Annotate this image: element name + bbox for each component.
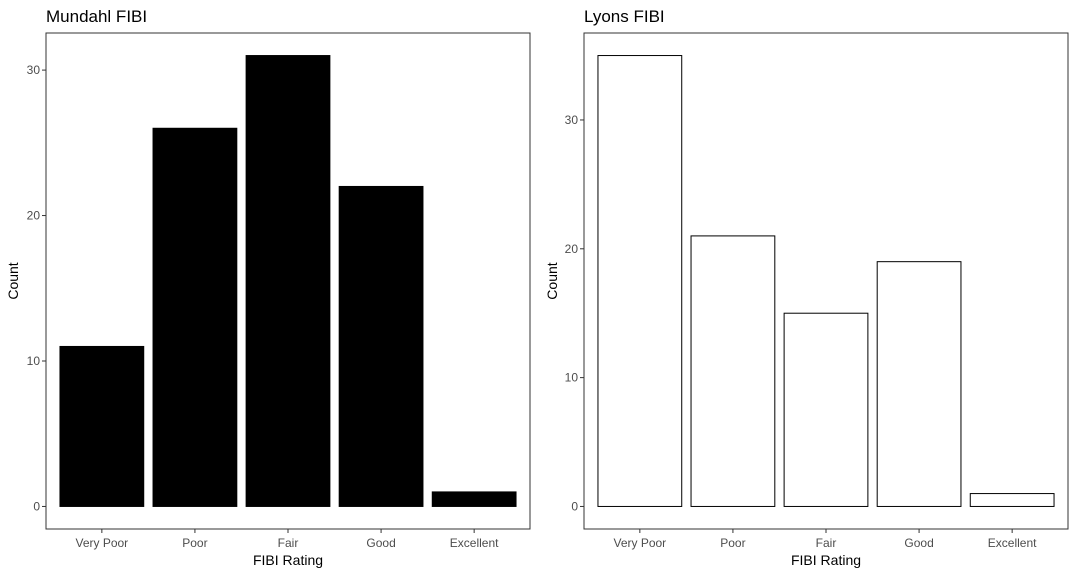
bar-good	[876, 261, 962, 507]
plot-border	[45, 32, 531, 530]
bar-excellent	[969, 493, 1055, 507]
x-tick-label: Very Poor	[613, 536, 666, 550]
y-tick-label: 0	[571, 499, 578, 513]
x-tick-label: Poor	[720, 536, 745, 550]
x-tick-label: Fair	[278, 536, 299, 550]
y-tick-label: 10	[565, 371, 579, 385]
x-tick-label: Excellent	[988, 536, 1037, 550]
x-tick-label: Excellent	[450, 536, 499, 550]
x-axis-ticks: Very Poor Poor Fair Good Excellent	[75, 529, 499, 550]
y-axis-ticks: 0 10 20 30	[565, 113, 584, 513]
bar-poor	[690, 235, 776, 507]
lyons-chart: Lyons FIBI Count FIBI Rating 0 10 20 30 Ver…	[544, 7, 1069, 568]
x-axis-title: FIBI Rating	[791, 552, 861, 568]
bar-very-poor	[59, 345, 145, 507]
x-tick-label: Good	[904, 536, 933, 550]
chart-title: Mundahl FIBI	[46, 7, 147, 26]
mundahl-chart: Mundahl FIBI Count FIBI Rating 0 10 20 30 V…	[5, 7, 531, 568]
bar-fair	[783, 312, 869, 507]
bars	[597, 55, 1055, 507]
bar-excellent	[431, 491, 517, 507]
bar-very-poor	[597, 55, 683, 507]
chart-title: Lyons FIBI	[584, 7, 665, 26]
y-tick-label: 20	[565, 242, 579, 256]
y-tick-label: 20	[27, 209, 41, 223]
bar-good	[338, 185, 424, 507]
y-axis-title: Count	[5, 262, 21, 299]
y-tick-label: 30	[27, 63, 41, 77]
bar-poor	[152, 127, 238, 507]
x-tick-label: Poor	[182, 536, 207, 550]
plot-border	[583, 32, 1069, 530]
x-tick-label: Good	[366, 536, 395, 550]
y-axis-ticks: 0 10 20 30	[27, 63, 46, 513]
y-axis-title: Count	[544, 262, 560, 299]
bars	[59, 55, 517, 507]
bar-fair	[245, 55, 331, 507]
y-tick-label: 0	[33, 499, 40, 513]
x-tick-label: Fair	[816, 536, 837, 550]
x-tick-label: Very Poor	[75, 536, 128, 550]
x-axis-ticks: Very Poor Poor Fair Good Excellent	[613, 529, 1037, 550]
y-tick-label: 30	[565, 113, 579, 127]
x-axis-title: FIBI Rating	[253, 552, 323, 568]
y-tick-label: 10	[27, 354, 41, 368]
